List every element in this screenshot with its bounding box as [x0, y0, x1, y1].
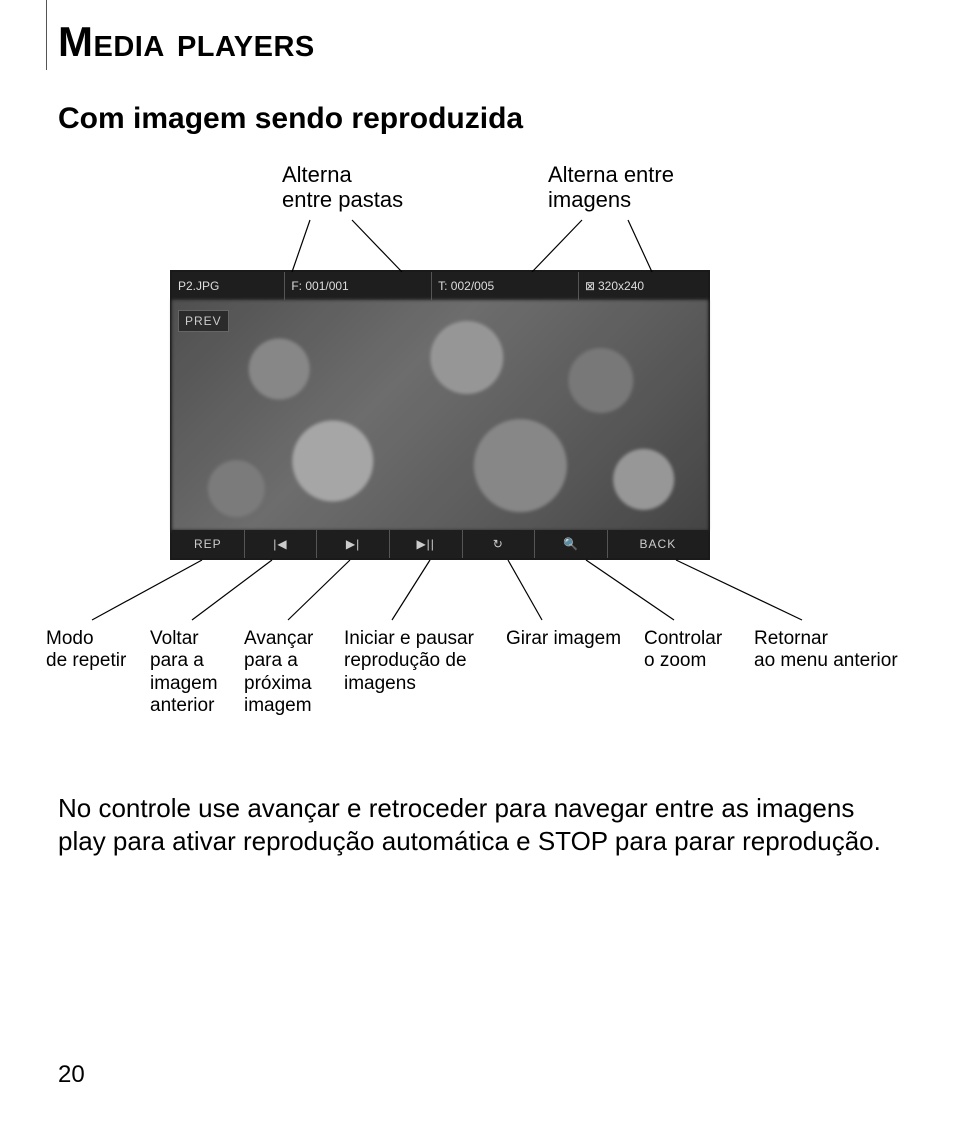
- bottombar-zoom-icon: 🔍: [535, 530, 608, 558]
- section-subtitle: Com imagem sendo reproduzida: [58, 102, 900, 136]
- bottombar-play-icon: ▶||: [390, 530, 463, 558]
- page-content: Media players Com imagem sendo reproduzi…: [0, 0, 960, 859]
- screenshot-photo: [172, 300, 708, 530]
- screenshot-topbar: P2.JPG F: 001/001 T: 002/005 ⊠320x240: [172, 272, 708, 300]
- top-label-images: Alterna entreimagens: [548, 162, 674, 213]
- label-zoom: Controlaro zoom: [644, 628, 754, 718]
- page-title: Media players: [58, 18, 900, 66]
- bottombar-back: BACK: [608, 530, 708, 558]
- prev-badge: PREV: [178, 310, 229, 332]
- topbar-resolution: ⊠320x240: [579, 272, 708, 300]
- labeled-diagram: Alternaentre pastas Alterna entreimagens…: [62, 162, 902, 722]
- screenshot-bottombar: REP |◀ ▶| ▶|| ↻ 🔍 BACK: [172, 530, 708, 558]
- side-rule: [46, 0, 47, 70]
- label-rotate: Girar imagem: [506, 628, 644, 718]
- top-label-folders: Alternaentre pastas: [282, 162, 403, 213]
- topbar-filename: P2.JPG: [172, 272, 285, 300]
- bottombar-rotate-icon: ↻: [463, 530, 536, 558]
- instruction-paragraph: No controle use avançar e retroceder par…: [58, 792, 898, 859]
- bottombar-prev-icon: |◀: [245, 530, 318, 558]
- topbar-folder-index: F: 001/001: [285, 272, 432, 300]
- label-play-pause: Iniciar e pausarreprodução deimagens: [344, 628, 506, 718]
- topbar-resolution-text: 320x240: [598, 279, 644, 293]
- label-repeat-mode: Modode repetir: [46, 628, 150, 718]
- topbar-image-index: T: 002/005: [432, 272, 579, 300]
- bottombar-rep: REP: [172, 530, 245, 558]
- device-screenshot: P2.JPG F: 001/001 T: 002/005 ⊠320x240 PR…: [170, 270, 710, 560]
- label-prev-image: Voltarpara aimagemanterior: [150, 628, 244, 718]
- page-number: 20: [58, 1061, 85, 1089]
- bottom-labels-row: Modode repetir Voltarpara aimagemanterio…: [46, 628, 926, 718]
- label-back: Retornarao menu anterior: [754, 628, 924, 718]
- label-next-image: Avançarpara apróximaimagem: [244, 628, 344, 718]
- bottombar-next-icon: ▶|: [317, 530, 390, 558]
